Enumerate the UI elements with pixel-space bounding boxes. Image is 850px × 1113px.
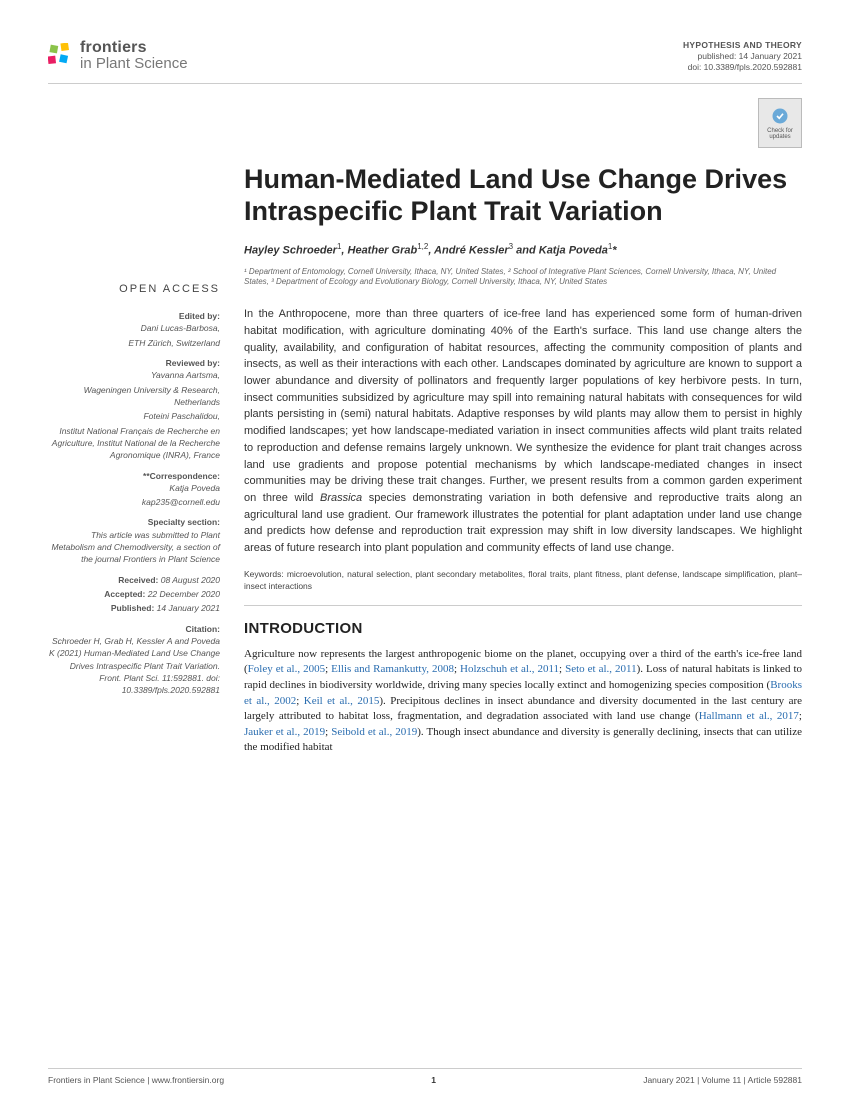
article-title: Human-Mediated Land Use Change Drives In… [244, 164, 802, 228]
correspondence-name: Katja Poveda [48, 482, 220, 494]
edited-by-label: Edited by: [48, 310, 220, 322]
header: frontiers in Plant Science HYPOTHESIS AN… [48, 40, 802, 84]
editor-affil: ETH Zürich, Switzerland [48, 337, 220, 349]
page-number: 1 [431, 1075, 436, 1085]
main-content: Human-Mediated Land Use Change Drives In… [244, 154, 802, 756]
citation-text: Schroeder H, Grab H, Kessler A and Poved… [48, 635, 220, 697]
published-date-side: Published: 14 January 2021 [48, 602, 220, 614]
citation-link[interactable]: Foley et al., 2005 [248, 663, 325, 675]
published-date: published: 14 January 2021 [683, 51, 802, 62]
crossmark-icon [771, 107, 789, 125]
citation-link[interactable]: Ellis and Ramankutty, 2008 [331, 663, 454, 675]
journal-logo: frontiers in Plant Science [48, 40, 188, 71]
citation-link[interactable]: Keil et al., 2015 [304, 695, 380, 707]
accepted-date: Accepted: 22 December 2020 [48, 588, 220, 600]
citation-label: Citation: [48, 623, 220, 635]
correspondence-email[interactable]: kap235@cornell.edu [48, 496, 220, 508]
correspondence-label: **Correspondence: [48, 470, 220, 482]
citation-link[interactable]: Seto et al., 2011 [565, 663, 637, 675]
citation-link[interactable]: Jauker et al., 2019 [244, 726, 325, 738]
open-access-label: OPEN ACCESS [48, 282, 220, 298]
intro-paragraph: Agriculture now represents the largest a… [244, 647, 802, 756]
logo-journal-text: in Plant Science [80, 56, 188, 71]
citation-link[interactable]: Holzschuh et al., 2011 [460, 663, 559, 675]
check-for-updates-badge[interactable]: Check for updates [758, 98, 802, 148]
footer-left[interactable]: Frontiers in Plant Science | www.frontie… [48, 1075, 224, 1085]
citation-link[interactable]: Hallmann et al., 2017 [699, 710, 799, 722]
reviewer1-affil: Wageningen University & Research, Nether… [48, 384, 220, 409]
received-date: Received: Received: 08 August 202008 Aug… [48, 574, 220, 586]
reviewed-by-label: Reviewed by: [48, 357, 220, 369]
keywords: Keywords: microevolution, natural select… [244, 569, 802, 606]
introduction-heading: INTRODUCTION [244, 620, 802, 637]
doi-line: doi: 10.3389/fpls.2020.592881 [683, 62, 802, 73]
article-type: HYPOTHESIS AND THEORY [683, 40, 802, 51]
specialty-label: Specialty section: [48, 516, 220, 528]
reviewer2-affil: Institut National Français de Recherche … [48, 425, 220, 462]
editor-name: Dani Lucas-Barbosa, [48, 322, 220, 334]
check-updates-label: Check for updates [759, 128, 801, 140]
sidebar: OPEN ACCESS Edited by: Dani Lucas-Barbos… [48, 154, 220, 756]
page-footer: Frontiers in Plant Science | www.frontie… [48, 1068, 802, 1085]
citation-link[interactable]: Seibold et al., 2019 [331, 726, 417, 738]
frontiers-logo-icon [48, 43, 74, 69]
logo-frontiers-text: frontiers [80, 40, 188, 56]
reviewer2-name: Foteini Paschalidou, [48, 410, 220, 422]
specialty-text: This article was submitted to Plant Meta… [48, 529, 220, 566]
abstract: In the Anthropocene, more than three qua… [244, 306, 802, 557]
affiliations: ¹ Department of Entomology, Cornell Univ… [244, 267, 802, 289]
footer-right: January 2021 | Volume 11 | Article 59288… [643, 1075, 802, 1085]
publication-info: HYPOTHESIS AND THEORY published: 14 Janu… [683, 40, 802, 73]
reviewer1-name: Yavanna Aartsma, [48, 369, 220, 381]
authors-line: Hayley Schroeder1, Heather Grab1,2, Andr… [244, 242, 802, 257]
